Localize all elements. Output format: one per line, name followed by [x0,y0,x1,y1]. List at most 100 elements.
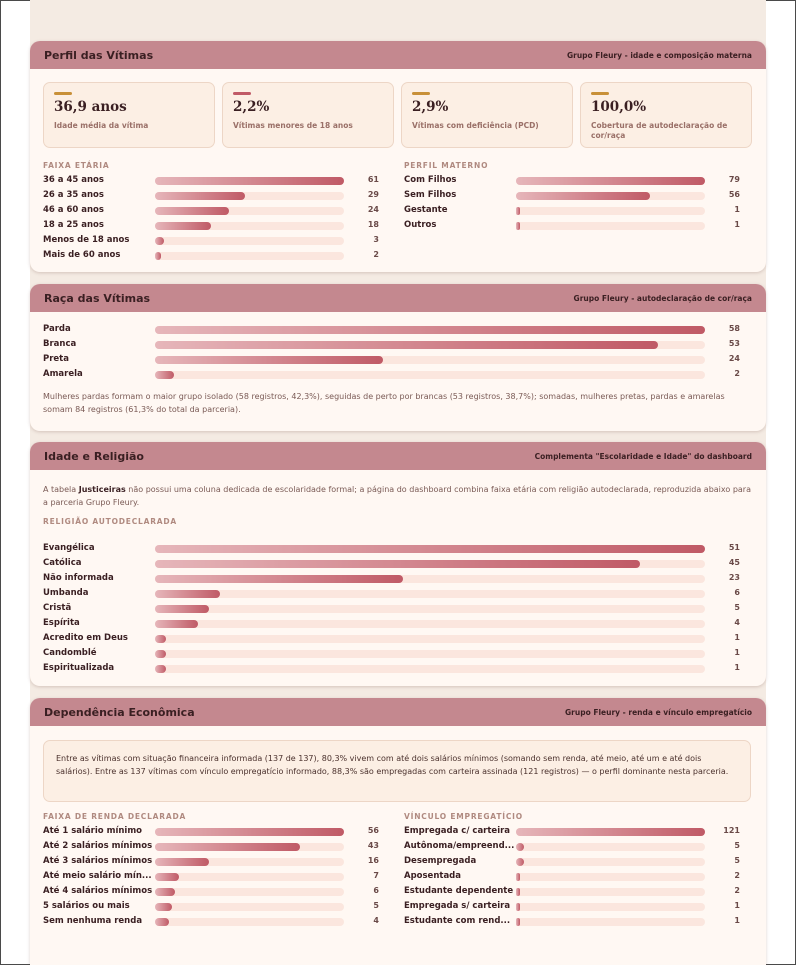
bar-track [516,873,705,881]
bar-value: 79 [728,175,740,184]
bar-label: Sem Filhos [404,190,457,200]
bar-track [155,843,344,851]
bar-label: Acredito em Deus [43,633,128,643]
bar-value: 56 [728,190,740,199]
bar-track [155,903,344,911]
bar-track [155,560,705,568]
bar-value: 23 [728,573,740,582]
bar-row: Mais de 60 anos 2 [43,248,389,263]
bar-label: Branca [43,339,77,349]
bar-row: Com Filhos 79 [404,173,750,188]
bar-track [155,207,344,215]
bar-label: 5 salários ou mais [43,901,130,911]
bar-value: 1 [734,633,740,642]
bar-track [155,590,705,598]
bar-fill [155,192,245,200]
idade-card: Idade e Religião Complementa "Escolarida… [30,442,766,686]
bar-value: 7 [373,871,379,880]
idade-note-text-post: não possui uma coluna dedicada de escola… [43,485,751,507]
kpi-value: 100,0% [591,99,647,115]
raca-card: Raça das Vítimas Grupo Fleury - autodecl… [30,284,766,431]
bar-row: Gestante 1 [404,203,750,218]
bar-row: Empregada c/ carteira 121 [404,824,750,839]
bar-value: 4 [734,618,740,627]
bar-fill [516,918,520,926]
bar-track [155,371,705,379]
bar-row: Preta 24 [43,352,750,367]
bar-track [155,326,705,334]
kpi-label: Idade média da vítima [54,121,149,130]
bar-label: Católica [43,558,82,568]
bar-track [155,888,344,896]
bar-value: 5 [734,856,740,865]
bar-label: Outros [404,220,437,230]
bar-fill [155,371,174,379]
bar-label: Espiritualizada [43,663,115,673]
bar-value: 53 [728,339,740,348]
dependencia-title: Dependência Econômica [44,705,195,719]
bar-label: 46 a 60 anos [43,205,104,215]
bar-row: 26 a 35 anos 29 [43,188,389,203]
bar-label: 18 a 25 anos [43,220,104,230]
bar-label: Até meio salário mín... [43,871,152,881]
kpi-value: 2,2% [233,99,270,115]
bar-label: Até 2 salários mínimos [43,841,153,851]
bar-fill [155,635,166,643]
bar-value: 61 [367,175,379,184]
kpi-label: Vítimas menores de 18 anos [233,121,353,130]
bar-label: Desempregada [404,856,477,866]
bar-label: Evangélica [43,543,95,553]
bar-track [516,828,705,836]
perfil-title: Perfil das Vítimas [44,48,154,62]
bar-label: Estudante com rend... [404,916,511,926]
bar-track [516,207,705,215]
bar-label: Até 1 salário mínimo [43,826,143,836]
bar-row: Estudante dependente 2 [404,884,750,899]
bar-fill [516,873,520,881]
perfil-card: Perfil das Vítimas Grupo Fleury - idade … [30,41,766,272]
bar-track [155,222,344,230]
bar-row: Umbanda 6 [43,586,750,601]
bar-row: Desempregada 5 [404,854,750,869]
perfil-subtitle: Grupo Fleury - idade e composição matern… [566,50,752,60]
bar-value: 5 [734,841,740,850]
bar-value: 1 [734,916,740,925]
bar-row: Até meio salário mín... 7 [43,869,389,884]
bar-fill [155,177,344,185]
bar-label: Aposentada [404,871,461,881]
renda-label: FAIXA DE RENDA DECLARADA [43,812,187,821]
bar-row: 36 a 45 anos 61 [43,173,389,188]
bar-value: 51 [728,543,740,552]
bar-fill [155,620,199,628]
kpi-accent-bar [591,92,609,95]
bar-fill [155,888,176,896]
bar-track [516,843,705,851]
bar-track [155,192,344,200]
bar-row: 18 a 25 anos 18 [43,218,389,233]
kpi-idade-media: 36,9 anos Idade média da vítima [43,82,215,148]
bar-track [155,545,705,553]
bar-value: 121 [723,826,740,835]
bar-value: 24 [367,205,379,214]
bar-value: 6 [373,886,379,895]
bar-value: 1 [734,648,740,657]
bar-row: Sem Filhos 56 [404,188,750,203]
idade-subtitle: Complementa "Escolaridade e Idade" do da… [534,451,752,461]
raca-note: Mulheres pardas formam o maior grupo iso… [43,392,725,414]
bar-value: 3 [373,235,379,244]
raca-subtitle: Grupo Fleury - autodeclaração de cor/raç… [573,293,752,303]
bar-value: 43 [367,841,379,850]
bar-label: Parda [43,324,71,334]
bar-value: 24 [728,354,740,363]
kpi-label: Vítimas com deficiência (PCD) [412,121,539,130]
bar-track [155,665,705,673]
bar-label: Amarela [43,369,83,379]
bar-fill [155,560,641,568]
raca-header: Raça das Vítimas Grupo Fleury - autodecl… [30,284,766,312]
bar-row: Até 2 salários mínimos 43 [43,839,389,854]
bar-fill [155,222,211,230]
bar-row: Até 1 salário mínimo 56 [43,824,389,839]
dependencia-header: Dependência Econômica Grupo Fleury - ren… [30,698,766,726]
bar-track [155,237,344,245]
idade-header: Idade e Religião Complementa "Escolarida… [30,442,766,470]
